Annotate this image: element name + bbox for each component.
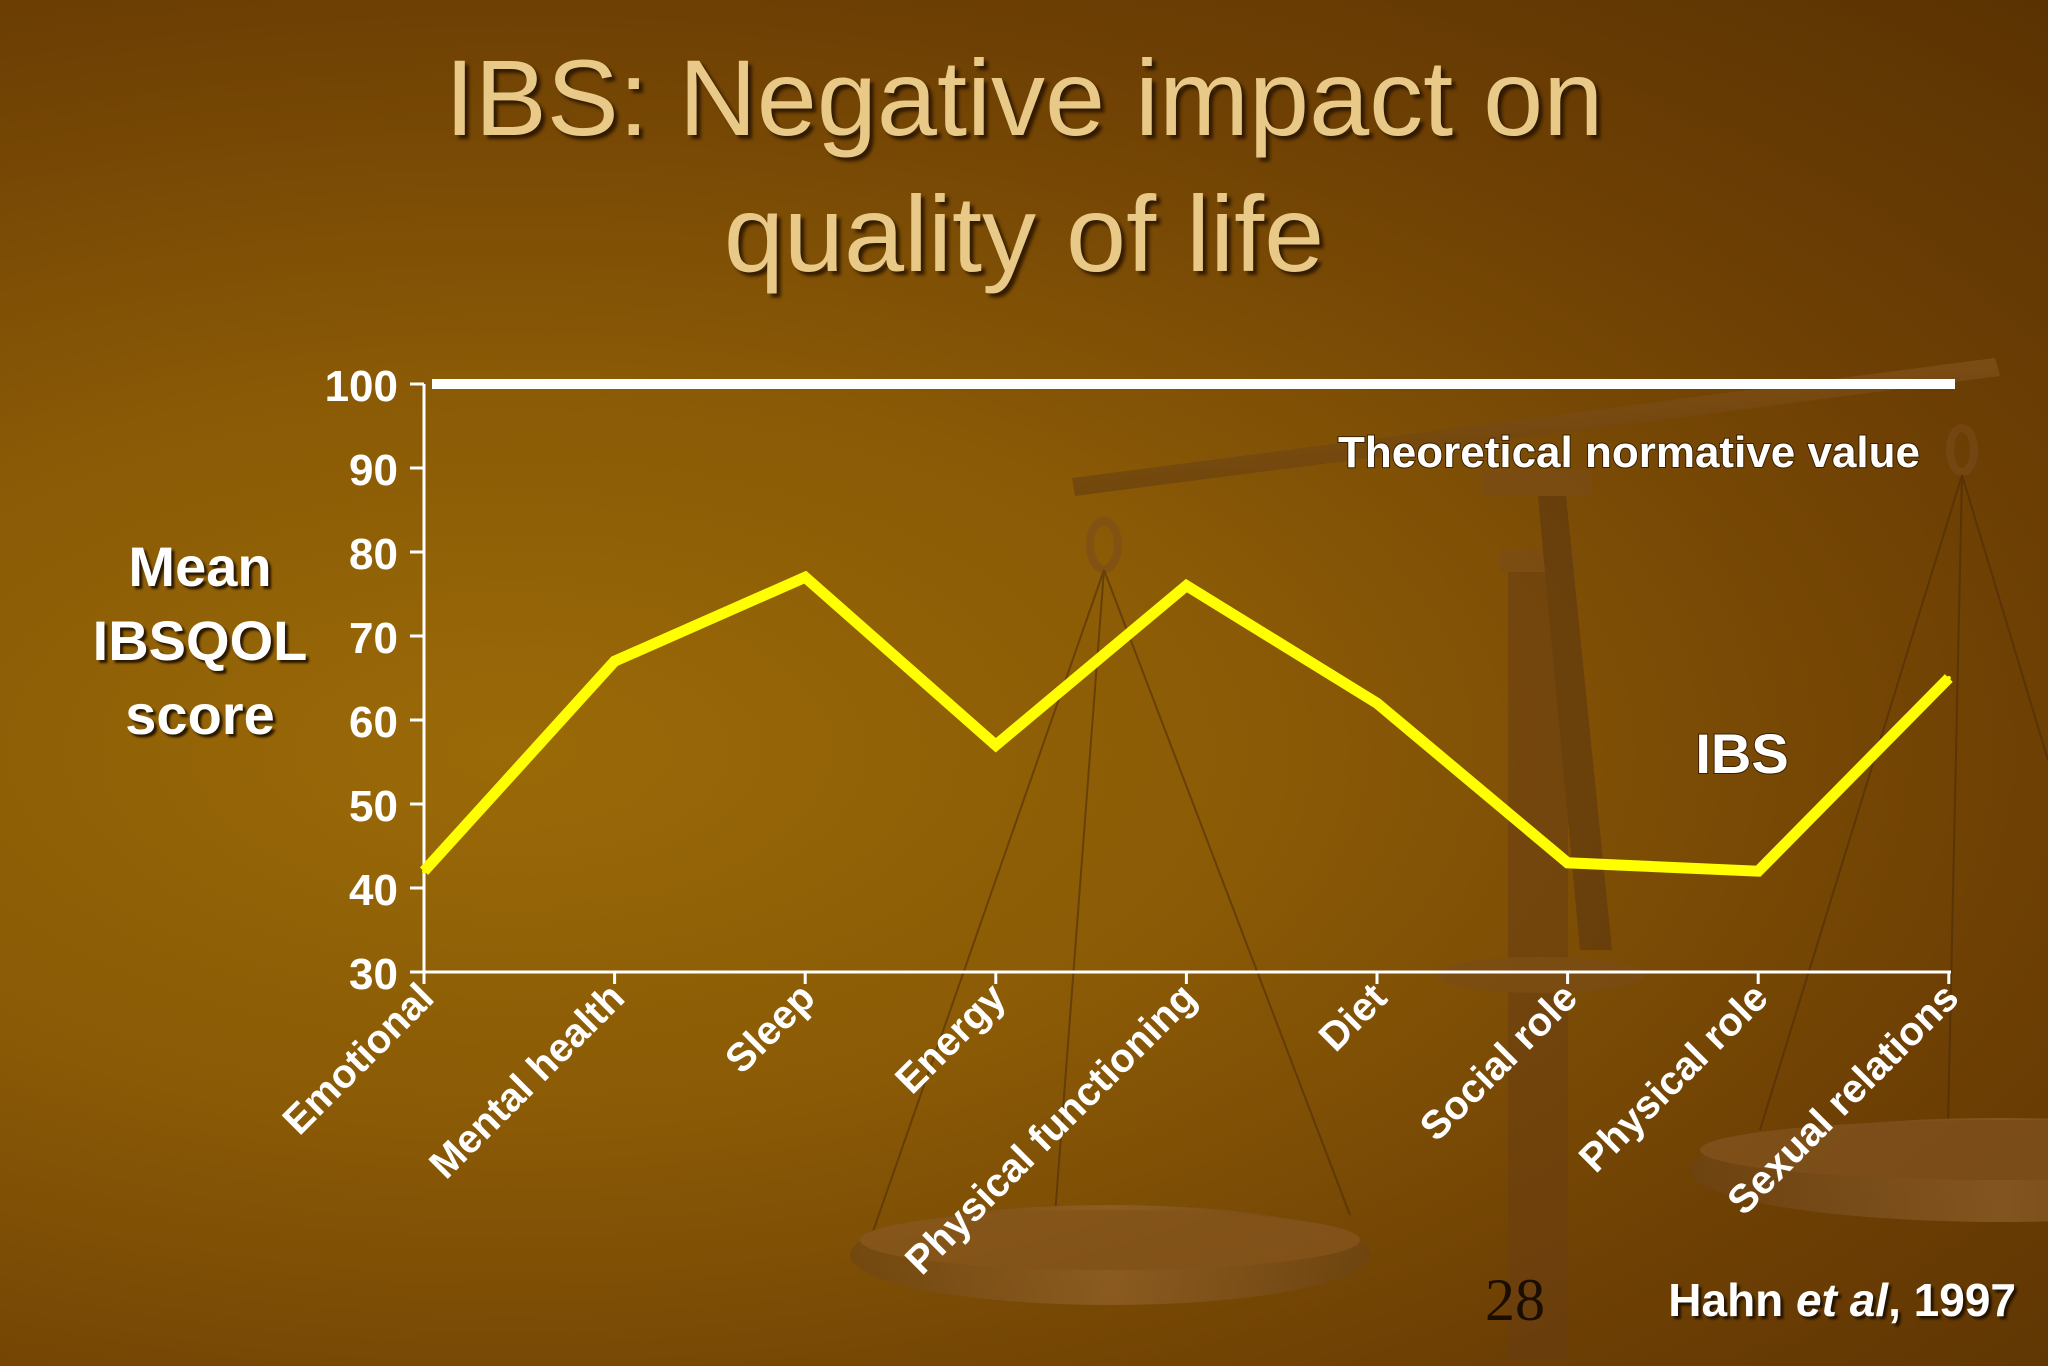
- series-layer: [419, 379, 1955, 877]
- title-line-2: quality of life: [723, 173, 1325, 294]
- y-axis-label-line-3: score: [125, 683, 275, 746]
- ibs-point: [1565, 860, 1570, 865]
- y-axis-label: Mean IBSQOL score: [70, 530, 330, 752]
- y-tick-label: 90: [349, 446, 398, 495]
- x-tick-label: Diet: [1311, 975, 1396, 1060]
- y-tick-label: 100: [325, 362, 398, 411]
- y-tick-label: 80: [349, 530, 398, 579]
- ibs-point: [803, 575, 808, 580]
- ibs-point: [1184, 583, 1189, 588]
- y-tick-label: 50: [349, 782, 398, 831]
- scale-decoration: [850, 358, 2048, 1360]
- x-tick-label: Sleep: [717, 975, 824, 1082]
- x-tick-label: Mental health: [421, 975, 633, 1187]
- y-tick-label: 70: [349, 614, 398, 663]
- normative-label: Theoretical normative value: [1338, 428, 1920, 477]
- citation: Hahn et al, 1997: [1668, 1273, 2016, 1327]
- y-tick-label: 60: [349, 698, 398, 747]
- y-axis-label-line-2: IBSQOL: [92, 609, 308, 672]
- ibs-point: [1946, 676, 1951, 680]
- citation-author: Hahn: [1668, 1274, 1784, 1326]
- citation-year: , 1997: [1888, 1274, 2016, 1326]
- x-tick-label: Energy: [887, 975, 1015, 1103]
- page-number: 28: [1485, 1267, 1545, 1333]
- ibs-series-label: IBS: [1695, 722, 1788, 785]
- ibs-point: [1375, 701, 1379, 706]
- title-line-1: IBS: Negative impact on: [444, 37, 1604, 158]
- citation-et-al: et al: [1796, 1274, 1889, 1326]
- y-ticks: 30 40 50 60 70 80 90 100: [325, 362, 424, 999]
- ibs-point: [993, 743, 998, 748]
- ibs-point: [1756, 869, 1761, 874]
- ibs-point: [612, 659, 617, 664]
- y-tick-label: 40: [349, 866, 398, 915]
- y-tick-label: 30: [349, 950, 398, 999]
- page-title: IBS: Negative impact on quality of life: [0, 30, 2048, 302]
- x-tick-label: Emotional: [275, 975, 443, 1143]
- ibs-point: [422, 869, 426, 874]
- y-axis-label-line-1: Mean: [128, 535, 272, 598]
